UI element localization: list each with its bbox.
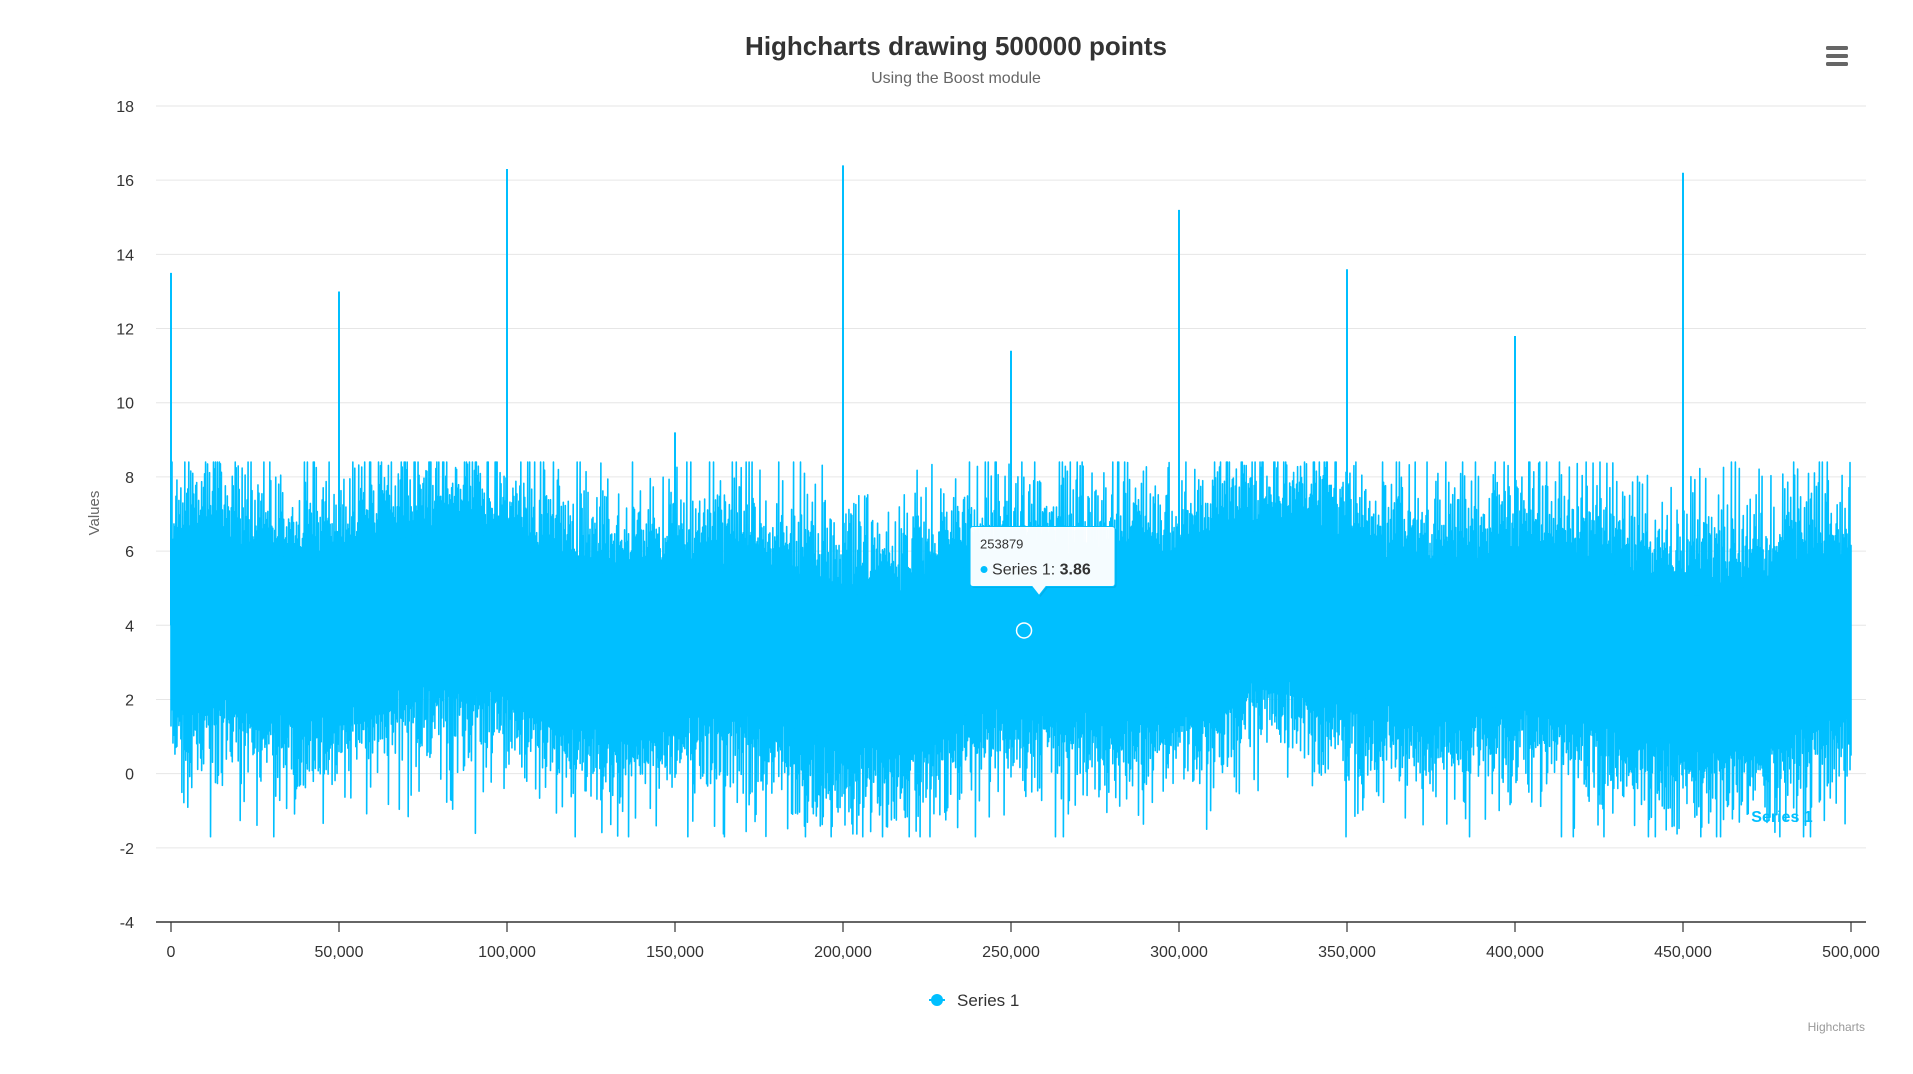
x-tick-label: 50,000: [315, 944, 364, 961]
hover-point-marker: [1015, 622, 1033, 639]
tooltip-value: 3.86: [1060, 561, 1091, 578]
series-1-core-band[interactable]: [171, 528, 1851, 744]
legend-symbol-marker: [931, 994, 943, 1006]
chart-title: Highcharts drawing 500000 points: [745, 31, 1167, 61]
series-1-line[interactable]: [170, 165, 1852, 838]
y-tick-label: 0: [125, 767, 134, 784]
y-tick-label: -4: [120, 915, 134, 932]
y-axis-title: Values: [86, 491, 103, 536]
y-tick-label: 16: [116, 173, 134, 190]
chart-subtitle: Using the Boost module: [871, 70, 1041, 87]
y-axis-labels: -4 -2 0 2 4 6 8 10 12 14 16 18: [116, 99, 134, 932]
x-tick-label: 400,000: [1486, 944, 1544, 961]
credits-link[interactable]: Highcharts: [1808, 1020, 1865, 1034]
y-tick-label: 2: [125, 692, 134, 709]
x-tick-label: 350,000: [1318, 944, 1376, 961]
series-end-label: Series 1: [1751, 809, 1812, 826]
x-tick-label: 200,000: [814, 944, 872, 961]
y-tick-label: 10: [116, 396, 134, 413]
hover-marker-dot: [1015, 622, 1033, 639]
legend-item-series-1[interactable]: Series 1: [929, 991, 1019, 1010]
x-tick-label: 300,000: [1150, 944, 1208, 961]
tooltip: 253879 Series 1: 3.86: [969, 525, 1117, 597]
x-tick-label: 0: [167, 944, 176, 961]
tooltip-box: [969, 525, 1116, 597]
x-tick-label: 150,000: [646, 944, 704, 961]
y-tick-label: 14: [116, 247, 134, 264]
legend-label[interactable]: Series 1: [957, 991, 1019, 1010]
y-tick-label: 18: [116, 99, 134, 116]
x-tick-label: 250,000: [982, 944, 1040, 961]
y-tick-label: 8: [125, 470, 134, 487]
x-tick-label: 450,000: [1654, 944, 1712, 961]
hamburger-menu-icon: [1826, 46, 1848, 66]
tooltip-line: Series 1: 3.86: [992, 561, 1091, 578]
y-tick-label: -2: [120, 841, 134, 858]
x-tick-label: 100,000: [478, 944, 536, 961]
y-tick-label: 4: [125, 618, 134, 635]
tooltip-series-dot: [980, 565, 988, 573]
x-axis-ticks: 0 50,000 100,000 150,000 200,000 250,000 300,0…: [167, 922, 1880, 961]
y-tick-label: 12: [116, 322, 134, 339]
context-menu-button[interactable]: [1818, 40, 1854, 72]
tooltip-series-label: Series 1:: [992, 561, 1060, 578]
x-tick-label: 500,000: [1822, 944, 1880, 961]
tooltip-header: 253879: [980, 536, 1023, 551]
y-tick-label: 6: [125, 544, 134, 561]
